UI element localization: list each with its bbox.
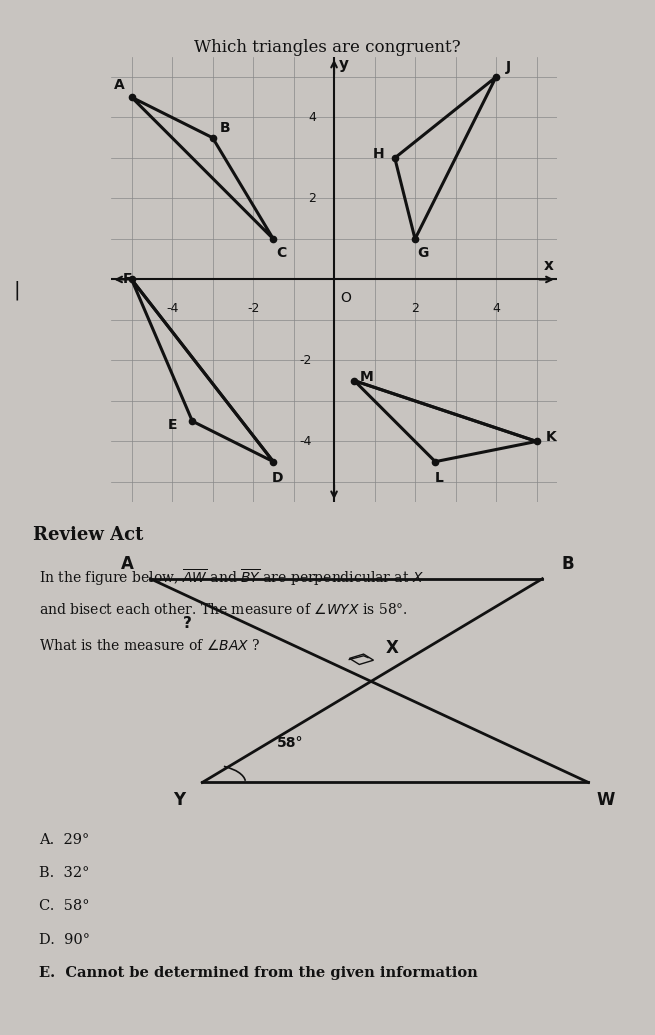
- Text: 4: 4: [492, 302, 500, 315]
- Text: and bisect each other. The measure of $\angle WYX$ is 58°.: and bisect each other. The measure of $\…: [39, 602, 408, 617]
- Text: D: D: [272, 471, 283, 484]
- Text: M: M: [360, 369, 373, 384]
- Text: E.  Cannot be determined from the given information: E. Cannot be determined from the given i…: [39, 966, 478, 980]
- Text: X: X: [386, 640, 399, 657]
- Text: 4: 4: [308, 111, 316, 124]
- Text: x: x: [544, 258, 553, 273]
- Text: -2: -2: [247, 302, 259, 315]
- Bar: [349, 654, 373, 664]
- Text: A.  29°: A. 29°: [39, 833, 90, 848]
- Text: H: H: [373, 147, 384, 160]
- Text: B: B: [219, 121, 230, 135]
- Text: 58°: 58°: [277, 736, 304, 750]
- Text: O: O: [340, 291, 351, 304]
- Text: What is the measure of $\angle BAX$ ?: What is the measure of $\angle BAX$ ?: [39, 638, 261, 652]
- Text: -4: -4: [299, 435, 312, 448]
- Text: -2: -2: [299, 354, 312, 367]
- Text: ?: ?: [183, 616, 193, 631]
- Text: E: E: [167, 418, 177, 433]
- Text: 2: 2: [411, 302, 419, 315]
- Text: 2: 2: [308, 191, 316, 205]
- Text: B.  32°: B. 32°: [39, 866, 90, 881]
- Text: In the figure below, $\overline{AW}$ and $\overline{BY}$ are perpendicular at $X: In the figure below, $\overline{AW}$ and…: [39, 567, 424, 588]
- Text: -4: -4: [166, 302, 178, 315]
- Text: K: K: [546, 431, 556, 444]
- Text: y: y: [339, 57, 349, 72]
- Text: D.  90°: D. 90°: [39, 933, 90, 947]
- Text: F: F: [122, 272, 132, 287]
- Text: G: G: [417, 246, 429, 260]
- Text: A: A: [114, 78, 125, 92]
- Text: L: L: [435, 471, 444, 484]
- Text: Review Act: Review Act: [33, 526, 143, 543]
- Text: C.  58°: C. 58°: [39, 899, 90, 914]
- Text: B: B: [562, 555, 574, 572]
- Text: C: C: [276, 246, 286, 260]
- Text: A: A: [121, 555, 134, 572]
- Text: |: |: [13, 280, 20, 299]
- Text: W: W: [597, 791, 615, 808]
- Text: Which triangles are congruent?: Which triangles are congruent?: [194, 39, 461, 56]
- Text: Y: Y: [173, 791, 185, 808]
- Text: J: J: [506, 60, 511, 73]
